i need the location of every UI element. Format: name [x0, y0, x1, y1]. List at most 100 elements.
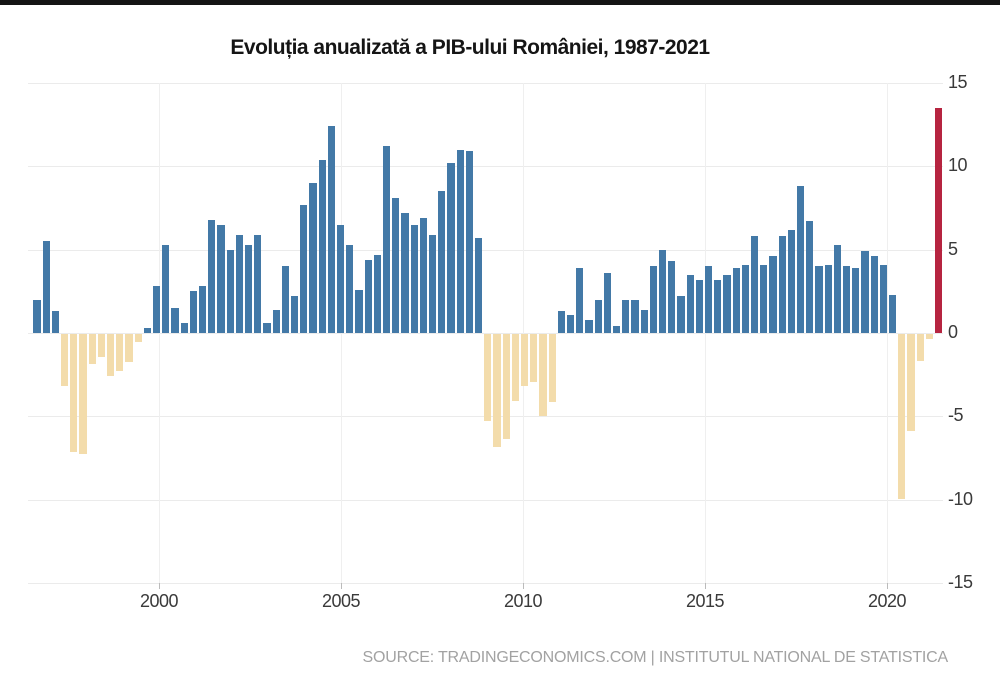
bar-positive [281, 266, 289, 333]
bar-positive [741, 264, 749, 333]
bar-positive [751, 236, 759, 333]
bar-positive [272, 309, 280, 333]
bar-positive [401, 213, 409, 333]
bar-positive [889, 294, 897, 333]
bar-positive [677, 296, 685, 333]
bar-positive [465, 151, 473, 333]
bar-positive [824, 264, 832, 333]
bar-positive [318, 159, 326, 333]
x-axis-tick [523, 583, 524, 589]
y-axis-tick-label: 15 [948, 72, 968, 92]
x-axis-tick-label: 2005 [321, 591, 361, 611]
bar-negative [530, 334, 538, 383]
bar-positive [659, 249, 667, 333]
x-axis-tick-label: 2020 [867, 591, 907, 611]
gridline-horizontal [28, 83, 943, 84]
bar-positive [171, 308, 179, 333]
bar-positive [42, 241, 50, 333]
bar-positive [327, 126, 335, 333]
bar-positive [787, 229, 795, 333]
bar-positive [245, 244, 253, 333]
gridline-vertical [523, 83, 524, 583]
bar-positive [373, 254, 381, 333]
bar-positive [649, 266, 657, 333]
bar-positive [732, 268, 740, 333]
bar-positive [668, 261, 676, 333]
bar-positive [189, 291, 197, 333]
bar-positive [226, 249, 234, 333]
bar-negative [521, 334, 529, 386]
bar-positive [852, 268, 860, 333]
bar-negative [484, 334, 492, 421]
bar-positive [355, 289, 363, 333]
bar-highlight-latest [935, 108, 943, 333]
y-axis-tick-label: -10 [948, 488, 973, 509]
bar-negative [898, 334, 906, 499]
bar-negative [134, 334, 142, 343]
bar-positive [613, 326, 621, 333]
x-axis-tick [705, 583, 706, 589]
bar-negative [97, 334, 105, 358]
bar-positive [815, 266, 823, 333]
bar-positive [585, 319, 593, 333]
y-axis-tick-label: -5 [948, 405, 964, 426]
bar-positive [217, 224, 225, 333]
bar-positive [622, 299, 630, 333]
y-axis-tick-label: 0 [948, 322, 958, 342]
bar-negative [61, 334, 69, 386]
bar-positive [309, 183, 317, 333]
bar-positive [557, 311, 565, 333]
bar-positive [199, 286, 207, 333]
bar-positive [33, 299, 41, 333]
y-axis-tick-label: 10 [948, 155, 968, 176]
bar-positive [879, 264, 887, 333]
x-axis-tick-label: 2010 [503, 591, 543, 611]
bar-negative [925, 334, 933, 339]
bar-positive [714, 279, 722, 333]
bar-positive [337, 224, 345, 333]
bar-positive [300, 204, 308, 333]
top-border-band [0, 0, 1000, 5]
bar-positive [806, 221, 814, 333]
bar-positive [410, 224, 418, 333]
bar-positive [861, 251, 869, 333]
gridline-vertical [341, 83, 342, 583]
gridline-horizontal [28, 583, 943, 584]
bar-negative [125, 334, 133, 363]
bar-positive [383, 146, 391, 333]
bar-negative [493, 334, 501, 448]
gridline-horizontal [28, 333, 943, 334]
bar-positive [705, 266, 713, 333]
bar-positive [594, 299, 602, 333]
bar-positive [769, 256, 777, 333]
bar-positive [456, 149, 464, 333]
gridline-horizontal [28, 166, 943, 168]
bar-negative [116, 334, 124, 371]
bar-positive [833, 244, 841, 333]
bar-positive [778, 236, 786, 333]
bar-positive [143, 328, 151, 333]
bar-positive [263, 323, 271, 333]
bar-negative [907, 334, 915, 431]
bar-positive [364, 259, 372, 333]
bar-positive [447, 163, 455, 333]
gridline-horizontal [28, 249, 943, 251]
bar-positive [475, 238, 483, 333]
bar-positive [576, 268, 584, 333]
y-axis-tick-label: -15 [948, 572, 973, 592]
bar-positive [392, 198, 400, 333]
bar-positive [235, 234, 243, 333]
bar-positive [760, 264, 768, 333]
bar-negative [88, 334, 96, 364]
gridline-vertical [705, 83, 706, 583]
bar-positive [631, 299, 639, 333]
gridline-vertical [887, 83, 888, 583]
bar-negative [502, 334, 510, 439]
bar-negative [70, 334, 78, 453]
y-axis-tick-label: 5 [948, 238, 958, 259]
bar-negative [548, 334, 556, 403]
bar-positive [254, 234, 262, 333]
bar-positive [419, 218, 427, 333]
